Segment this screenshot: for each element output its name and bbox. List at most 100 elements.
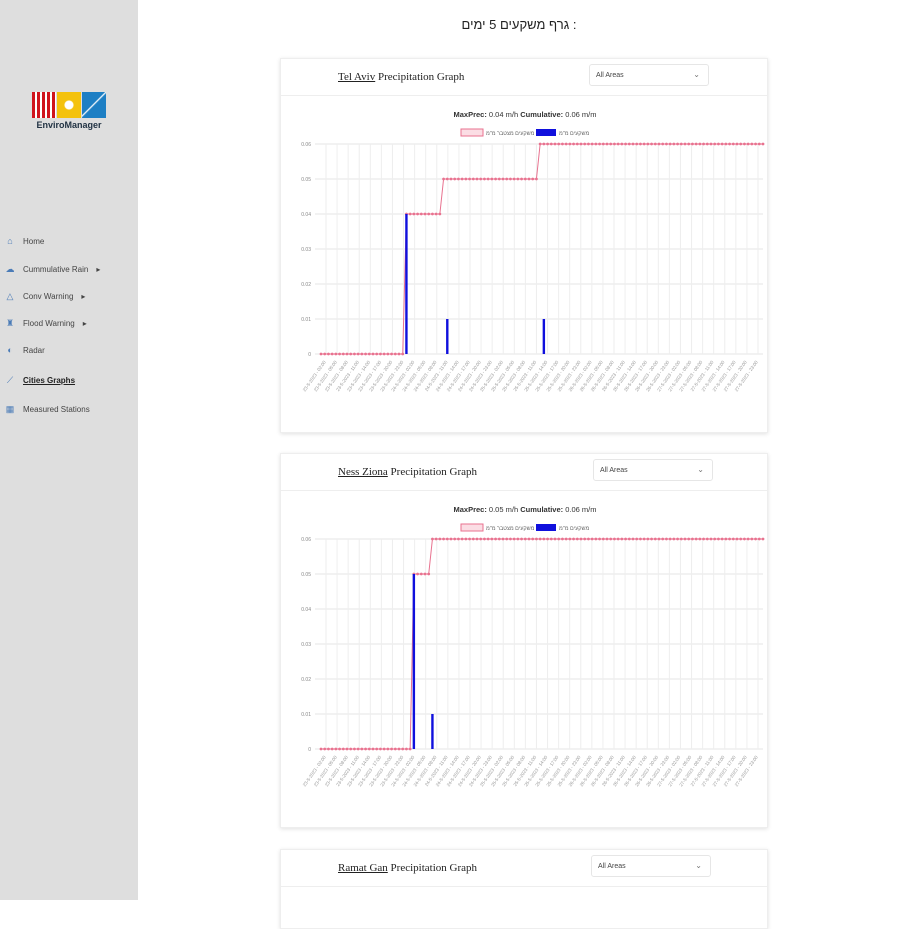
cumulative-point: [546, 537, 549, 541]
cumulative-point: [676, 142, 679, 146]
cumulative-point: [512, 177, 516, 181]
cumulative-point: [367, 747, 371, 751]
cumulative-point: [412, 212, 416, 216]
cumulative-point: [750, 142, 754, 146]
cumulative-point: [338, 747, 341, 751]
city-link[interactable]: Tel Aviv: [338, 71, 376, 83]
cumulative-point: [345, 747, 349, 751]
cumulative-point: [356, 352, 360, 356]
cumulative-point: [360, 747, 364, 751]
select-value: All Areas: [600, 467, 628, 474]
chart-card-tel-aviv: Tel Aviv Precipitation Graph All Areas ⌄ …: [280, 58, 768, 433]
sidebar-item-conv-warning[interactable]: △ Conv Warning ▸: [5, 291, 86, 301]
cumulative-point: [501, 537, 505, 541]
cumulative-point: [583, 537, 587, 541]
cumulative-point: [698, 537, 702, 541]
cumulative-point: [557, 142, 561, 146]
cumulative-point: [739, 537, 743, 541]
cumulative-point: [338, 352, 341, 356]
chevron-down-icon: ⌄: [697, 465, 704, 474]
cumulative-point: [453, 537, 457, 541]
cumulative-point: [393, 747, 397, 751]
cumulative-point: [713, 537, 717, 541]
cumulative-point: [757, 142, 761, 146]
cumulative-point: [590, 537, 594, 541]
cumulative-point: [657, 537, 661, 541]
city-link[interactable]: Ness Ziona: [338, 466, 388, 478]
cumulative-point: [401, 352, 405, 356]
cumulative-point: [694, 142, 698, 146]
cumulative-point: [575, 537, 579, 541]
cumulative-point: [479, 177, 483, 181]
cumulative-point: [717, 142, 720, 146]
cumulative-point: [353, 352, 356, 356]
cumulative-point: [728, 142, 731, 146]
title-suffix: Precipitation Graph: [375, 71, 465, 83]
cumulative-point: [531, 177, 535, 181]
sidebar-item-radar[interactable]: ◐ Radar: [5, 345, 45, 355]
cumulative-point: [523, 177, 527, 181]
y-tick-label: 0.01: [301, 317, 311, 323]
sidebar-item-flood-warning[interactable]: ♜ Flood Warning ▸: [5, 318, 87, 328]
cumulative-point: [371, 747, 375, 751]
cumulative-point: [672, 142, 676, 146]
label: Cummulative Rain: [23, 264, 89, 274]
legend-label-precip: משקעים מ"מ: [559, 526, 589, 532]
cumulative-point: [442, 537, 445, 541]
cumulative-point: [731, 537, 735, 541]
cumulative-point: [650, 537, 653, 541]
cumulative-point: [497, 537, 501, 541]
cumulative-point: [457, 177, 460, 181]
cumulative-point: [505, 537, 509, 541]
legend-swatch-precip: [536, 129, 556, 136]
cumulative-point: [319, 747, 323, 751]
cumulative-point: [483, 537, 486, 541]
submenu-arrow: ▸: [82, 318, 87, 328]
cumulative-point: [572, 537, 575, 541]
cumulative-point: [561, 537, 564, 541]
cumulative-point: [397, 352, 401, 356]
cumulative-point: [735, 537, 739, 541]
cumulative-point: [613, 537, 616, 541]
area-select[interactable]: All Areas ⌄: [593, 459, 713, 481]
chevron-down-icon: ⌄: [693, 70, 700, 79]
y-tick-label: 0.02: [301, 282, 311, 288]
y-tick-label: 0.04: [301, 212, 311, 218]
y-tick-label: 0.05: [301, 572, 311, 578]
cumulative-point: [327, 747, 330, 751]
cumulative-point: [653, 142, 657, 146]
area-select[interactable]: All Areas ⌄: [591, 855, 711, 877]
cumulative-point: [579, 537, 583, 541]
card-title: Ness Ziona Precipitation Graph: [338, 466, 477, 478]
cumulative-point: [483, 177, 486, 181]
cumulative-point: [397, 747, 401, 751]
cumulative-point: [494, 537, 497, 541]
stats-line: MaxPrec: 0.04 m/h Cumulative: 0.06 m/m: [453, 110, 596, 119]
cumulative-point: [434, 537, 438, 541]
cumulative-point: [657, 142, 661, 146]
cumulative-point: [379, 352, 382, 356]
cumulative-point: [594, 142, 598, 146]
cumulative-point: [724, 142, 728, 146]
cumulative-point: [371, 352, 375, 356]
cumulative-point: [327, 352, 330, 356]
cumulative-point: [687, 537, 691, 541]
area-select[interactable]: All Areas ⌄: [589, 64, 709, 86]
sidebar-item-cumulative-rain[interactable]: ☁ Cummulative Rain ▸: [5, 264, 101, 274]
cumulative-point: [345, 352, 349, 356]
cumulative-point: [691, 142, 694, 146]
cumulative-point: [375, 352, 379, 356]
y-tick-label: 0.02: [301, 677, 311, 683]
cumulative-point: [401, 747, 405, 751]
sidebar-item-measured-stations[interactable]: ▦ Measured Stations: [5, 404, 90, 414]
legend-label-precip: משקעים מ"מ: [559, 131, 589, 137]
cumulative-point: [746, 537, 750, 541]
cumulative-point: [527, 537, 531, 541]
cumulative-point: [494, 177, 497, 181]
city-link[interactable]: Ramat Gan: [338, 862, 388, 874]
sidebar-item-home[interactable]: ⌂ Home: [5, 236, 44, 246]
cumulative-point: [746, 142, 750, 146]
cumulative-point: [631, 537, 635, 541]
cumulative-point: [479, 537, 483, 541]
sidebar-item-cities-graphs[interactable]: ⟋ Cities Graphs: [5, 375, 75, 385]
